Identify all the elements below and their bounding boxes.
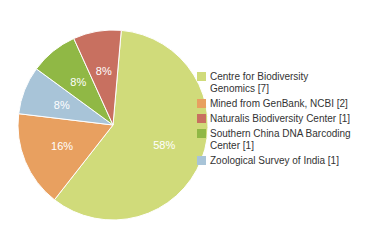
html-text:Centre for Biodiversity Genomi: Centre for Biodiversity Genomics [7] [210, 70, 309, 94]
svg-text:8%: 8% [96, 65, 112, 77]
svg-text:16%: 16% [51, 140, 73, 152]
svg-text:58%: 58% [153, 139, 175, 151]
svg-text:8%: 8% [70, 76, 86, 88]
html-text:Naturalis Biodiversity Center: Naturalis Biodiversity Center [1] [210, 112, 351, 124]
html-text:Zoological Survey of India [1]: Zoological Survey of India [1] [210, 154, 339, 166]
svg-text:8%: 8% [54, 99, 70, 111]
html-text:Southern China DNA Barcoding C: Southern China DNA Barcoding Center [1] [210, 127, 351, 151]
html-text:Mined from GenBank, NCBI [2]: Mined from GenBank, NCBI [2] [210, 97, 348, 109]
